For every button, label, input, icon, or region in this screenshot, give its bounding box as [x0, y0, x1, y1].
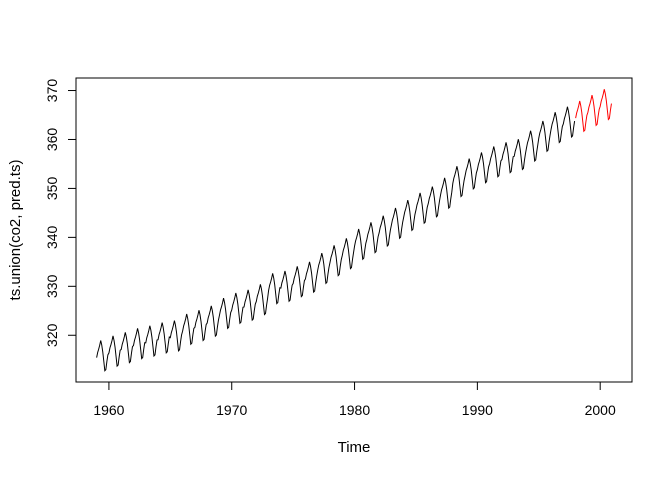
x-axis-title: Time [338, 439, 371, 456]
co2-line [96, 106, 576, 372]
y-tick-label: 350 [44, 177, 60, 201]
y-axis-title: ts.union(co2, pred.ts) [7, 160, 24, 301]
y-tick-label: 340 [44, 225, 60, 249]
x-tick-label: 1990 [462, 402, 493, 418]
y-tick-label: 370 [44, 79, 60, 103]
y-axis-ticks: 320 330 340 350 360 370 [44, 79, 76, 347]
y-tick-label: 360 [44, 128, 60, 152]
y-tick-label: 330 [44, 274, 60, 298]
y-tick-label: 320 [44, 323, 60, 347]
pred.ts-line [575, 89, 612, 133]
plot-box [75, 77, 633, 383]
x-tick-label: 1980 [339, 402, 370, 418]
x-axis-ticks: 1960 1970 1980 1990 2000 [93, 382, 616, 418]
x-tick-label: 1960 [93, 402, 124, 418]
x-tick-label: 2000 [585, 402, 616, 418]
x-tick-label: 1970 [216, 402, 247, 418]
series-lines [96, 89, 612, 372]
